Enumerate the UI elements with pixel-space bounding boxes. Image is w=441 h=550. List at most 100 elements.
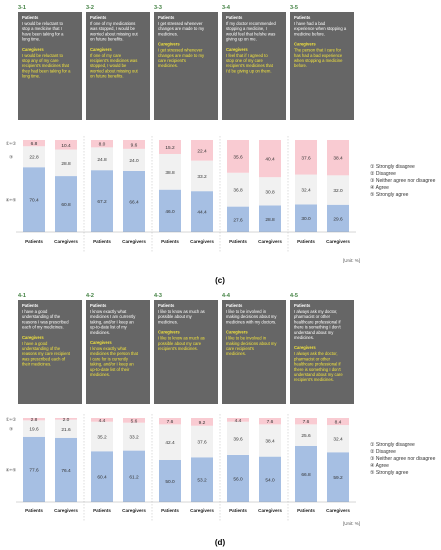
category-label: Caregivers: [258, 239, 282, 244]
caregivers-statement-line: I like to know as much as: [158, 336, 205, 341]
value-label-agree: 60.8: [61, 202, 71, 208]
bar-agree: [55, 176, 77, 232]
bar-neutral: [259, 177, 281, 206]
patients-statement-line: reasons I was prescribed: [22, 319, 69, 324]
caregivers-statement-line: when stopping a medicine: [294, 58, 343, 63]
question-header-box: [154, 300, 218, 404]
caregivers-statement-line: I feel that if I agreed to: [226, 53, 268, 58]
category-label: Caregivers: [258, 508, 282, 513]
caregivers-statement-line: was prescribed each of: [22, 356, 66, 361]
value-label-disagree: 22.4: [197, 148, 207, 154]
bar-neutral: [295, 424, 317, 446]
patients-statement-line: I get stressed whenever: [158, 21, 203, 26]
bar-agree: [23, 167, 45, 232]
bar-agree: [55, 437, 77, 502]
bar-agree: [227, 206, 249, 232]
caregivers-statement-line: has had a bad experience: [294, 53, 343, 58]
bar-disagree: [55, 140, 77, 150]
caregivers-heading: Caregivers: [90, 340, 112, 345]
patients-heading: Patients: [158, 303, 175, 308]
caregivers-statement-line: stopped, I would be: [90, 63, 127, 68]
value-label-agree: 30.0: [301, 216, 311, 222]
unit-label: [Unit: %]: [343, 258, 360, 263]
bar-neutral: [23, 420, 45, 437]
bar-agree: [191, 191, 213, 232]
category-label: Patients: [229, 239, 247, 244]
bar-agree: [259, 205, 281, 232]
patients-statement-line: healthcare professional if: [294, 319, 341, 324]
value-label-agree: 59.2: [333, 475, 343, 481]
bar-agree: [91, 451, 113, 502]
legend-item: ④ Agree: [370, 463, 389, 469]
question-header-box: [290, 300, 354, 404]
patients-heading: Patients: [226, 15, 243, 20]
caregivers-statement-line: understanding of the: [22, 346, 61, 351]
category-label: Patients: [25, 508, 43, 513]
bar-agree: [259, 456, 281, 502]
patients-statement-line: each of my medicines.: [22, 325, 64, 330]
value-label-disagree: 7.6: [303, 419, 310, 425]
legend-item: ④ Agree: [370, 185, 389, 191]
patients-statement-line: pharmacist or other: [294, 314, 331, 319]
caregivers-heading: Caregivers: [22, 335, 44, 340]
caregivers-heading: Caregivers: [226, 330, 248, 335]
question-header-box: [154, 12, 218, 120]
patients-statement-line: I would be reluctant to: [22, 21, 64, 26]
caregivers-statement-line: understand about my care: [294, 372, 343, 377]
question-id: 4-5: [290, 293, 298, 299]
bar-disagree: [23, 418, 45, 421]
caregivers-heading: Caregivers: [158, 330, 180, 335]
patients-statement-line: stop a medicine that I: [22, 26, 62, 31]
patients-statement-line: medicines.: [158, 319, 178, 324]
bar-neutral: [91, 421, 113, 452]
value-label-neutral: 19.6: [29, 427, 39, 433]
legend-item: ⑤ Strongly agree: [370, 470, 409, 476]
category-label: Patients: [297, 239, 315, 244]
caregivers-heading: Caregivers: [294, 345, 316, 350]
caregivers-statement-line: recipient's medicines that: [226, 63, 274, 68]
patients-statement-line: medicines.: [90, 330, 110, 335]
caregivers-statement-line: medicines.: [90, 372, 110, 377]
value-label-agree: 70.4: [29, 198, 39, 204]
category-label: Caregivers: [54, 508, 78, 513]
category-label: Caregivers: [122, 239, 146, 244]
value-label-agree: 50.0: [165, 479, 175, 485]
caregivers-statement-line: on future benefits.: [90, 74, 124, 79]
caregivers-statement-line: care recipient's: [158, 58, 186, 63]
side-label-disagree: ①+②: [6, 417, 18, 422]
bar-agree: [327, 204, 349, 232]
caregivers-statement-line: I have a good: [22, 341, 48, 346]
side-label-neutral: ③: [9, 155, 14, 160]
question-id: 4-2: [86, 293, 94, 299]
patients-statement-line: medicine before.: [294, 31, 325, 36]
caregivers-statement-line: pharmacist or other: [294, 356, 331, 361]
value-label-disagree: 2.0: [63, 417, 70, 423]
value-label-disagree: 7.6: [167, 419, 174, 425]
caregivers-statement-line: stop one of my care: [226, 58, 263, 63]
bar-disagree: [327, 418, 349, 426]
caregivers-statement-line: recipient's medicines that: [22, 63, 70, 68]
unit-label: [Unit: %]: [343, 521, 360, 526]
patients-statement-line: giving up on me.: [226, 37, 257, 42]
value-label-agree: 27.6: [233, 217, 243, 223]
question-id: 4-4: [222, 293, 231, 299]
value-label-agree: 76.4: [61, 468, 71, 474]
patients-statement-line: there is something I don't: [294, 325, 341, 330]
value-label-agree: 77.6: [29, 467, 39, 473]
patients-statement-line: If my doctor recommended: [226, 21, 276, 26]
value-label-agree: 44.4: [197, 210, 207, 216]
patients-statement-line: I have had a bad: [294, 21, 326, 26]
bar-neutral: [227, 172, 249, 207]
bar-disagree: [55, 418, 77, 420]
bar-disagree: [123, 140, 145, 149]
caregivers-statement-line: medicines the person that: [90, 351, 139, 356]
bar-disagree: [295, 418, 317, 425]
value-label-disagree: 5.6: [131, 418, 138, 424]
value-label-agree: 67.2: [97, 199, 107, 205]
side-label-agree: ④+⑤: [6, 198, 18, 203]
caregivers-statement-line: If one of my care: [90, 53, 122, 58]
patients-statement-line: up-to-date list of my: [90, 325, 128, 330]
value-label-neutral: 35.2: [97, 434, 107, 440]
value-label-agree: 54.0: [265, 477, 275, 483]
patients-statement-line: understand about my: [294, 330, 334, 335]
